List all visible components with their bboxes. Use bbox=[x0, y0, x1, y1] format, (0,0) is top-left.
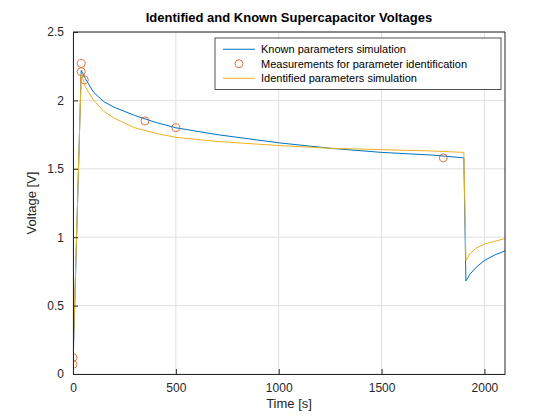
tick-mark bbox=[484, 369, 485, 374]
x-grid-line bbox=[73, 32, 74, 374]
series-line bbox=[73, 73, 505, 360]
chart: 0 500 1000 1500 2000 0 0.5 1 1.5 2 2.5 Identified a… bbox=[0, 0, 560, 420]
legend-label: Known parameters simulation bbox=[261, 43, 406, 55]
legend-marker bbox=[235, 60, 243, 68]
scatter-point bbox=[141, 117, 149, 125]
tick-mark bbox=[279, 369, 280, 374]
tick: 500 bbox=[166, 369, 186, 395]
legend-label: Identified parameters simulation bbox=[261, 72, 417, 84]
scatter-point bbox=[439, 154, 447, 162]
background bbox=[0, 0, 560, 420]
tick-mark bbox=[73, 237, 78, 238]
tick-label: 2000 bbox=[472, 381, 499, 395]
plot-frame bbox=[73, 32, 505, 374]
y-grid-line bbox=[73, 305, 505, 306]
legend-line bbox=[223, 78, 255, 79]
legend-label: Measurements for parameter identificatio… bbox=[261, 58, 467, 70]
tick: 1.5 bbox=[47, 162, 78, 176]
grid bbox=[73, 32, 505, 374]
title: Identified and Known Supercapacitor Volt… bbox=[146, 10, 433, 25]
legend-line bbox=[223, 49, 255, 50]
tick: 2 bbox=[57, 94, 78, 108]
tick-mark bbox=[73, 374, 78, 375]
y-axis-line bbox=[73, 33, 74, 375]
series-line bbox=[73, 70, 505, 367]
tick-label: 0 bbox=[70, 381, 77, 395]
tick-label: 1 bbox=[57, 231, 64, 245]
tick: 0 bbox=[57, 367, 78, 381]
scatter-point bbox=[172, 124, 180, 132]
tick-label: 1500 bbox=[369, 381, 396, 395]
y-grid-line bbox=[73, 100, 505, 101]
tick-label: 0.5 bbox=[47, 299, 64, 313]
y-grid-line bbox=[73, 168, 505, 169]
tick: 0.5 bbox=[47, 299, 78, 313]
tick-label: 1.5 bbox=[47, 162, 64, 176]
x-axis: 0 500 1000 1500 2000 bbox=[70, 369, 505, 395]
tick: 1000 bbox=[266, 369, 293, 395]
y-axis: 0 0.5 1 1.5 2 2.5 bbox=[47, 25, 78, 381]
tick: 1 bbox=[57, 231, 78, 245]
x-axis-title: Time [s] bbox=[266, 396, 312, 411]
scatter-point bbox=[77, 59, 85, 67]
tick-label: 500 bbox=[166, 381, 186, 395]
tick-mark bbox=[176, 369, 177, 374]
tick-label: 1000 bbox=[266, 381, 293, 395]
tick-label: 2.5 bbox=[47, 25, 64, 39]
tick-mark bbox=[73, 169, 78, 170]
tick-mark bbox=[382, 369, 383, 374]
tick-mark bbox=[73, 100, 78, 101]
tick-label: 2 bbox=[57, 94, 64, 108]
plot-area bbox=[73, 59, 505, 368]
y-grid-line bbox=[73, 237, 505, 238]
y-grid-line bbox=[73, 374, 505, 375]
legend-box bbox=[215, 38, 501, 90]
x-axis-line bbox=[74, 374, 506, 375]
tick: 1500 bbox=[369, 369, 396, 395]
legend: Known parameters simulation Measurements … bbox=[215, 38, 501, 90]
y-axis-title: Voltage [V] bbox=[24, 172, 39, 235]
tick: 2000 bbox=[472, 369, 499, 395]
x-grid-line bbox=[175, 32, 176, 374]
tick-mark bbox=[73, 306, 78, 307]
tick-label: 0 bbox=[57, 367, 64, 381]
